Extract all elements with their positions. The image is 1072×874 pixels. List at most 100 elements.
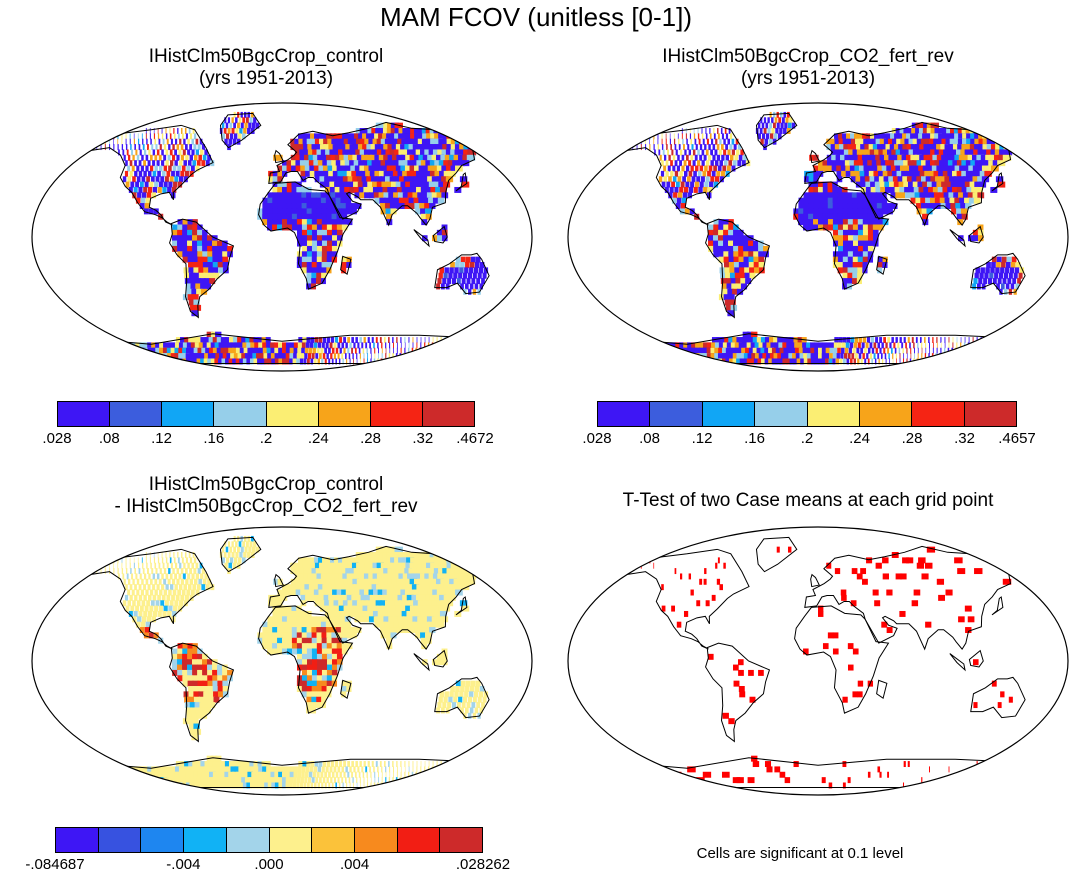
grid-cell bbox=[140, 589, 144, 596]
grid-cell bbox=[422, 192, 429, 199]
grid-cell bbox=[916, 203, 923, 210]
grid-cell bbox=[718, 240, 724, 247]
grid-cell bbox=[842, 272, 848, 279]
grid-cell bbox=[401, 138, 410, 145]
grid-cell bbox=[389, 176, 397, 183]
grid-cell bbox=[209, 771, 216, 778]
grid-cell bbox=[139, 627, 145, 634]
grid-cell bbox=[235, 771, 242, 778]
grid-cell bbox=[161, 149, 164, 156]
grid-cell bbox=[390, 557, 398, 564]
grid-cell bbox=[852, 203, 859, 210]
grid-cell bbox=[656, 347, 667, 354]
grid-cell bbox=[713, 235, 719, 242]
grid-cell bbox=[371, 160, 379, 167]
coastline bbox=[968, 225, 984, 244]
grid-cell bbox=[433, 568, 443, 575]
grid-cell bbox=[207, 686, 214, 692]
grid-cell bbox=[780, 353, 787, 360]
grid-cell bbox=[304, 353, 308, 360]
grid-cell bbox=[929, 342, 930, 349]
grid-cell bbox=[702, 170, 707, 177]
grid-cell bbox=[204, 353, 212, 360]
grid-cell bbox=[389, 160, 397, 167]
grid-cell bbox=[400, 766, 402, 773]
grid-cell bbox=[728, 245, 734, 252]
grid-cell bbox=[711, 138, 714, 145]
grid-cell bbox=[460, 686, 465, 692]
grid-cell bbox=[312, 578, 319, 585]
grid-cell bbox=[375, 128, 383, 134]
grid-cell bbox=[392, 337, 394, 344]
grid-cell bbox=[326, 669, 333, 676]
grid-cell bbox=[149, 181, 154, 188]
grid-cell bbox=[420, 632, 427, 639]
grid-cell bbox=[738, 256, 745, 263]
grid-cell bbox=[156, 573, 160, 580]
grid-cell bbox=[326, 643, 333, 650]
grid-cell bbox=[344, 610, 351, 617]
grid-cell bbox=[187, 149, 191, 156]
grid-cell bbox=[463, 771, 467, 778]
grid-cell bbox=[387, 782, 390, 789]
grid-cell bbox=[142, 562, 144, 569]
grid-cell bbox=[202, 659, 208, 666]
grid-cell bbox=[408, 621, 415, 628]
grid-cell bbox=[725, 144, 729, 151]
grid-cell bbox=[290, 138, 296, 145]
grid-cell bbox=[985, 267, 990, 274]
grid-cell bbox=[882, 262, 888, 268]
grid-cell bbox=[698, 138, 701, 145]
grid-cell bbox=[227, 541, 231, 548]
grid-cell bbox=[831, 154, 837, 161]
grid-cell bbox=[353, 568, 361, 575]
grid-cell bbox=[436, 176, 444, 183]
grid-cell bbox=[333, 777, 336, 784]
grid-cell bbox=[305, 347, 309, 354]
grid-cell bbox=[121, 568, 124, 575]
grid-cell bbox=[420, 170, 428, 177]
grid-cell bbox=[224, 562, 228, 569]
grid-cell bbox=[315, 278, 322, 285]
grid-cell bbox=[672, 154, 676, 161]
grid-cell bbox=[177, 669, 183, 676]
grid-cell bbox=[331, 562, 338, 569]
grid-cell bbox=[230, 342, 237, 349]
grid-cell bbox=[157, 128, 159, 134]
grid-cell bbox=[351, 138, 359, 145]
grid-cell bbox=[865, 149, 872, 156]
grid-cell bbox=[837, 208, 844, 215]
grid-cell bbox=[877, 213, 884, 220]
grid-cell bbox=[144, 573, 147, 580]
grid-cell bbox=[437, 621, 445, 628]
grid-cell bbox=[318, 589, 325, 596]
grid-cell bbox=[107, 358, 120, 365]
grid-cell bbox=[842, 208, 849, 215]
grid-cell bbox=[677, 192, 683, 199]
grid-cell bbox=[728, 240, 734, 247]
grid-cell bbox=[463, 272, 468, 279]
grid-cell bbox=[428, 573, 437, 580]
grid-cell bbox=[868, 144, 875, 151]
grid-cell bbox=[869, 353, 872, 360]
grid-cell bbox=[319, 600, 326, 607]
grid-cell bbox=[990, 267, 995, 274]
grid-cell bbox=[961, 208, 968, 215]
coastline bbox=[991, 172, 1004, 192]
grid-cell bbox=[109, 568, 111, 575]
grid-cell bbox=[691, 176, 696, 183]
grid-cell bbox=[195, 562, 199, 569]
grid-cell bbox=[450, 165, 459, 172]
grid-cell bbox=[185, 154, 189, 161]
grid-cell bbox=[808, 219, 814, 226]
grid-cell bbox=[454, 691, 459, 698]
grid-cell bbox=[346, 170, 353, 177]
grid-cell bbox=[940, 342, 942, 349]
grid-cell bbox=[728, 337, 736, 344]
grid-cell bbox=[189, 154, 194, 161]
grid-cell bbox=[356, 782, 358, 789]
grid-cell bbox=[125, 358, 137, 365]
grid-cell bbox=[341, 353, 344, 360]
grid-cell bbox=[774, 117, 778, 124]
grid-cell bbox=[222, 342, 229, 349]
